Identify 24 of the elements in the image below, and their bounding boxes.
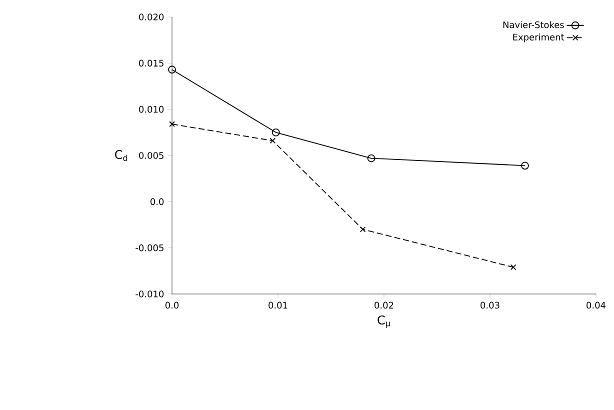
point — [168, 66, 176, 74]
legend-label: Experiment — [513, 34, 564, 42]
legend-label: Navier-Stokes — [503, 21, 564, 28]
x-tick-label: 0.0 — [165, 302, 179, 309]
y-tick-label: 0.010 — [139, 106, 164, 113]
point — [510, 264, 516, 270]
x-tick-label: 0.04 — [586, 302, 606, 309]
y-tick-label: 0.015 — [139, 60, 164, 67]
x-tick-label: 0.03 — [480, 302, 500, 309]
y-axis-title: C$_{d}$ — [115, 150, 128, 161]
point — [367, 154, 376, 162]
x-axis-title: C$_{μ}$ — [378, 315, 390, 328]
y-tick-label: 0.020 — [139, 14, 164, 20]
y-tick-label: 0.005 — [139, 152, 164, 159]
y-tick-label: 0.0 — [150, 198, 164, 206]
x-tick-label: 0.01 — [268, 302, 288, 309]
point — [272, 128, 280, 136]
y-tick-label: -0.010 — [136, 290, 164, 298]
x-tick-label: 0.02 — [374, 302, 394, 309]
point — [270, 138, 276, 144]
point — [360, 226, 366, 232]
y-tick-label: -0.005 — [136, 244, 164, 252]
point — [169, 121, 175, 128]
point — [521, 162, 529, 170]
